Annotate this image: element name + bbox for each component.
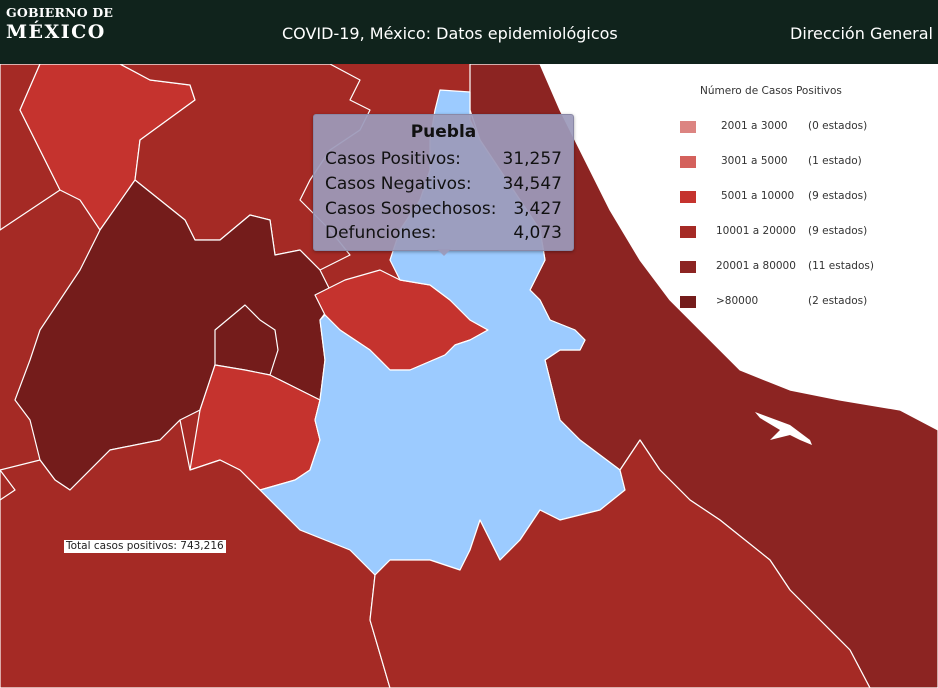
tooltip-state-name: Puebla — [410, 122, 477, 142]
page-title: COVID-19, México: Datos epidemiológicos — [282, 24, 618, 43]
legend-count: (9 estados) — [808, 225, 868, 237]
legend-item[interactable]: >80000 (2 estados) — [680, 295, 938, 311]
legend-range: 3001 a 5000 — [721, 155, 788, 167]
legend-swatch — [680, 156, 696, 168]
map-legend: Número de Casos Positivos 2001 a 3000 (0… — [680, 84, 938, 314]
gulf-of-mexico — [540, 64, 938, 430]
logo-line-2: MÉXICO — [6, 20, 106, 43]
legend-count: (0 estados) — [808, 120, 868, 132]
tooltip-value: 3,427 — [513, 199, 562, 219]
tooltip-value: 34,547 — [502, 174, 562, 194]
legend-range: 5001 a 10000 — [721, 190, 795, 202]
gobierno-logo[interactable]: GOBIERNO DE MÉXICO — [6, 5, 116, 43]
logo-line-1: GOBIERNO DE — [6, 5, 114, 20]
legend-title: Número de Casos Positivos — [700, 85, 842, 97]
tooltip-row-negativos: Casos Negativos: 34,547 — [325, 174, 562, 196]
region-small-northwest[interactable] — [0, 469, 16, 501]
legend-swatch — [680, 191, 696, 203]
direccion-general-link[interactable]: Dirección General — [790, 24, 933, 43]
tooltip-pointer — [437, 249, 451, 256]
legend-swatch — [680, 261, 696, 273]
legend-count: (11 estados) — [808, 260, 874, 272]
region-oaxaca[interactable] — [369, 439, 871, 688]
state-tooltip: Puebla Casos Positivos: 31,257 Casos Neg… — [313, 114, 574, 251]
tooltip-value: 4,073 — [513, 223, 562, 243]
airplane-icon — [755, 412, 812, 445]
legend-item[interactable]: 3001 a 5000 (1 estado) — [680, 155, 938, 171]
tooltip-row-sospechosos: Casos Sospechosos: 3,427 — [325, 199, 562, 221]
tooltip-label: Casos Negativos: — [325, 174, 472, 194]
tooltip-label: Defunciones: — [325, 223, 437, 243]
legend-range: 2001 a 3000 — [721, 120, 788, 132]
legend-count: (1 estado) — [808, 155, 862, 167]
legend-item[interactable]: 2001 a 3000 (0 estados) — [680, 120, 938, 136]
legend-range: 20001 a 80000 — [716, 260, 796, 272]
legend-range: >80000 — [716, 295, 759, 307]
tooltip-row-positivos: Casos Positivos: 31,257 — [325, 149, 562, 171]
tooltip-label: Casos Positivos: — [325, 149, 461, 169]
legend-item[interactable]: 20001 a 80000 (11 estados) — [680, 260, 938, 276]
tooltip-value: 31,257 — [502, 149, 562, 169]
legend-swatch — [680, 226, 696, 238]
legend-count: (2 estados) — [808, 295, 868, 307]
app-header: GOBIERNO DE MÉXICO COVID-19, México: Dat… — [0, 0, 938, 64]
legend-swatch — [680, 296, 696, 308]
tooltip-label: Casos Sospechosos: — [325, 199, 497, 219]
legend-range: 10001 a 20000 — [716, 225, 796, 237]
tooltip-row-defunciones: Defunciones: 4,073 — [325, 223, 562, 245]
legend-swatch — [680, 121, 696, 133]
legend-count: (9 estados) — [808, 190, 868, 202]
legend-item[interactable]: 10001 a 20000 (9 estados) — [680, 225, 938, 241]
total-cases-label: Total casos positivos: 743,216 — [64, 540, 226, 553]
legend-item[interactable]: 5001 a 10000 (9 estados) — [680, 190, 938, 206]
